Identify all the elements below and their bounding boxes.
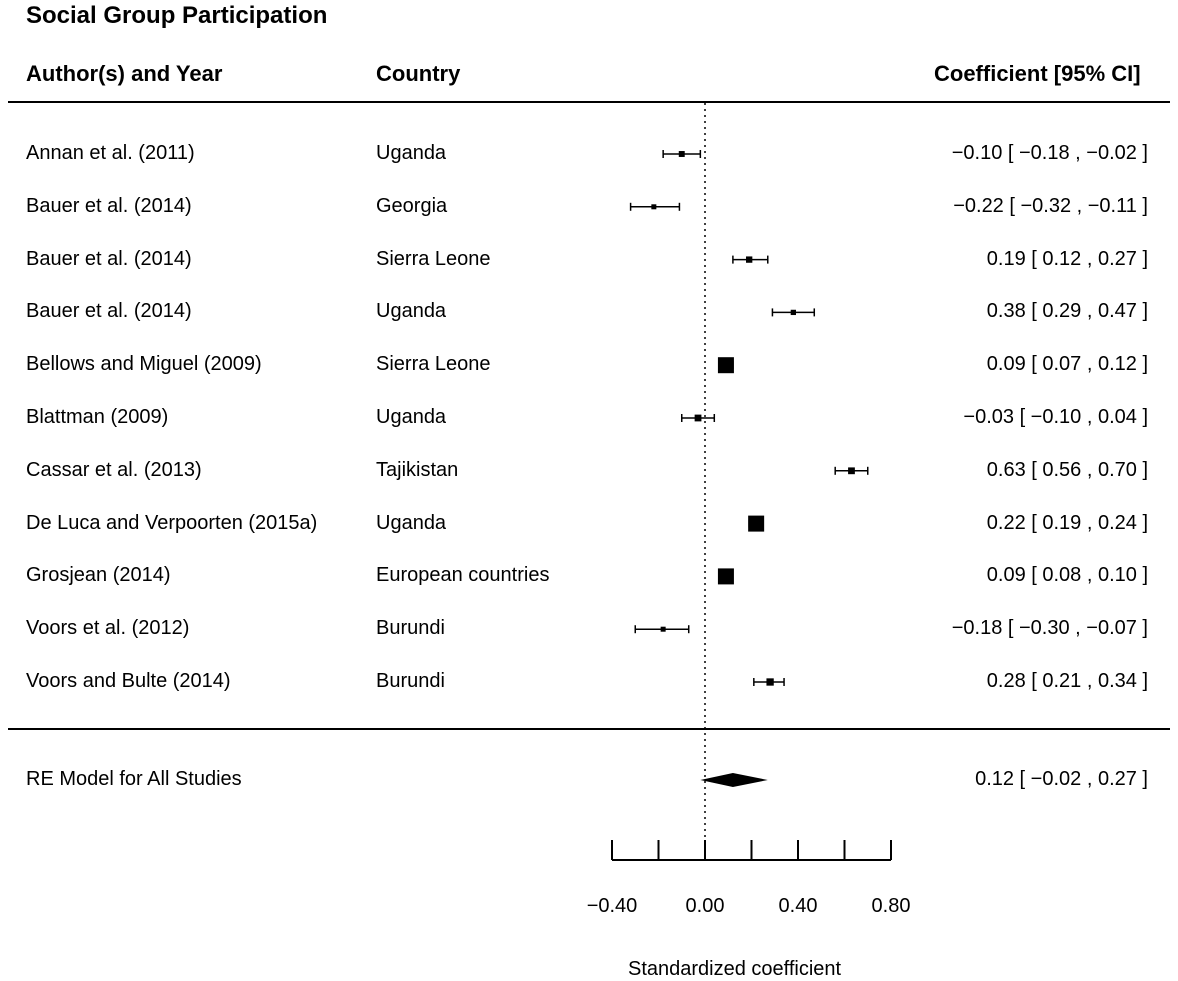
study-ci-text: 0.28 [ 0.21 , 0.34 ]: [986, 670, 1148, 692]
estimate-square: [766, 678, 774, 686]
study-ci-text: 0.09 [ 0.08 , 0.10 ]: [986, 564, 1148, 587]
x-tick-label: 0.40: [779, 895, 818, 917]
study-author: De Luca and Verpoorten (2015a): [26, 511, 318, 534]
summary-diamond: [700, 773, 768, 787]
estimate-square: [746, 256, 753, 263]
estimate-square: [790, 309, 796, 316]
study-country: Sierra Leone: [376, 353, 491, 376]
study-ci-text: 0.63 [ 0.56 , 0.70 ]: [986, 458, 1148, 481]
study-country: European countries: [376, 564, 550, 587]
study-ci-text: −0.10 [ −0.18 , −0.02 ]: [951, 142, 1148, 164]
study-country: Uganda: [376, 142, 447, 164]
estimate-square: [717, 357, 734, 374]
study-author: Bauer et al. (2014): [26, 247, 192, 270]
x-axis-label: Standardized coefficient: [628, 958, 842, 980]
study-ci-text: 0.19 [ 0.12 , 0.27 ]: [986, 247, 1148, 270]
study-author: Bellows and Miguel (2009): [26, 353, 262, 376]
study-author: Cassar et al. (2013): [26, 458, 202, 481]
header-author: Author(s) and Year: [26, 61, 223, 86]
chart-title: Social Group Participation: [26, 2, 328, 29]
x-tick-label: 0.80: [872, 895, 911, 917]
study-author: Annan et al. (2011): [26, 142, 195, 164]
estimate-square: [660, 626, 666, 632]
study-author: Grosjean (2014): [26, 564, 171, 587]
study-ci-text: 0.09 [ 0.07 , 0.12 ]: [986, 353, 1148, 376]
study-country: Georgia: [376, 194, 448, 217]
study-ci-text: −0.18 [ −0.30 , −0.07 ]: [951, 617, 1148, 640]
study-ci-text: −0.03 [ −0.10 , 0.04 ]: [963, 406, 1148, 428]
estimate-square: [748, 515, 765, 532]
estimate-square: [678, 151, 685, 157]
study-author: Voors and Bulte (2014): [26, 670, 231, 692]
study-author: Voors et al. (2012): [26, 617, 190, 640]
x-tick-label: 0.00: [686, 895, 725, 917]
study-author: Blattman (2009): [26, 406, 169, 428]
estimate-square: [651, 204, 657, 210]
study-country: Sierra Leone: [376, 247, 491, 270]
summary-ci-text: 0.12 [ −0.02 , 0.27 ]: [975, 768, 1148, 790]
study-author: Bauer et al. (2014): [26, 194, 192, 217]
study-country: Uganda: [376, 511, 447, 534]
summary-label: RE Model for All Studies: [26, 768, 242, 790]
estimate-square: [717, 568, 734, 585]
study-ci-text: −0.22 [ −0.32 , −0.11 ]: [953, 194, 1148, 217]
study-country: Burundi: [376, 617, 445, 640]
estimate-square: [848, 467, 855, 475]
estimate-square: [694, 414, 702, 422]
x-tick-label: −0.40: [587, 895, 638, 917]
study-country: Uganda: [376, 300, 447, 323]
study-ci-text: 0.38 [ 0.29 , 0.47 ]: [986, 300, 1148, 323]
header-estimate: Coefficient [95% CI]: [934, 61, 1141, 86]
study-author: Bauer et al. (2014): [26, 300, 192, 323]
study-ci-text: 0.22 [ 0.19 , 0.24 ]: [986, 511, 1148, 534]
header-country: Country: [376, 61, 461, 86]
study-country: Uganda: [376, 406, 447, 428]
study-country: Burundi: [376, 670, 445, 692]
study-country: Tajikistan: [376, 458, 459, 481]
